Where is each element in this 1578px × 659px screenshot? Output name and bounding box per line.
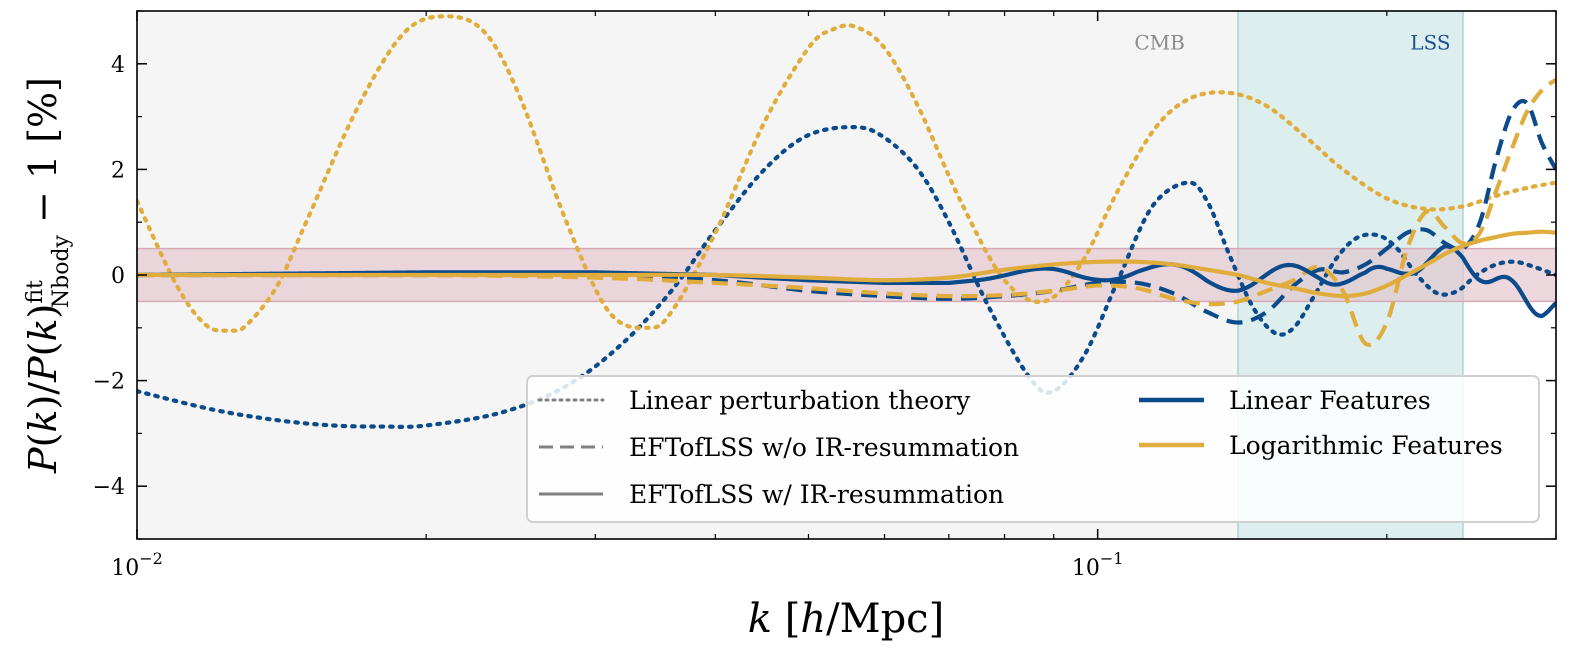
legend: Linear perturbation theory EFTofLSS w/o I…: [526, 375, 1540, 523]
ytick-label: −4: [93, 475, 125, 500]
x-axis-label: k [h/Mpc]: [748, 596, 944, 642]
series-logarithmic-features-linear-perturbation-theory: [137, 14, 1556, 333]
region-label-lss: LSS: [1410, 31, 1450, 55]
series-layer: [137, 14, 1556, 430]
series-linear-features-eftoflss-w-ir-resummation: [137, 244, 1556, 319]
xtick-label: 10−2: [111, 549, 163, 581]
region-labels: CMB LSS: [1134, 31, 1450, 55]
series-logarithmic-features-eftoflss-w-o-ir-resummation: [137, 77, 1556, 347]
series-logarithmic-features-eftoflss-w-ir-resummation: [137, 229, 1556, 299]
region-label-cmb: CMB: [1134, 31, 1184, 55]
ytick-label: −2: [93, 370, 125, 395]
legend-label-solid: EFTofLSS w/ IR-resummation: [629, 480, 1004, 509]
series-linear-features-linear-perturbation-theory: [137, 124, 1556, 430]
xtick-label: 10−1: [1072, 549, 1124, 581]
legend-label-dashed: EFTofLSS w/o IR-resummation: [629, 433, 1019, 462]
legend-box: [526, 375, 1540, 523]
axis-ticks: −4 −2 0 2 4 10−2 10−1: [93, 10, 1557, 581]
ytick-label: 4: [111, 53, 125, 78]
ytick-label: 2: [111, 158, 125, 183]
legend-label-logarithmic-features: Logarithmic Features: [1229, 431, 1503, 460]
legend-label-dotted: Linear perturbation theory: [629, 386, 971, 415]
legend-label-linear-features: Linear Features: [1229, 386, 1431, 415]
ytick-label: 0: [111, 264, 125, 289]
